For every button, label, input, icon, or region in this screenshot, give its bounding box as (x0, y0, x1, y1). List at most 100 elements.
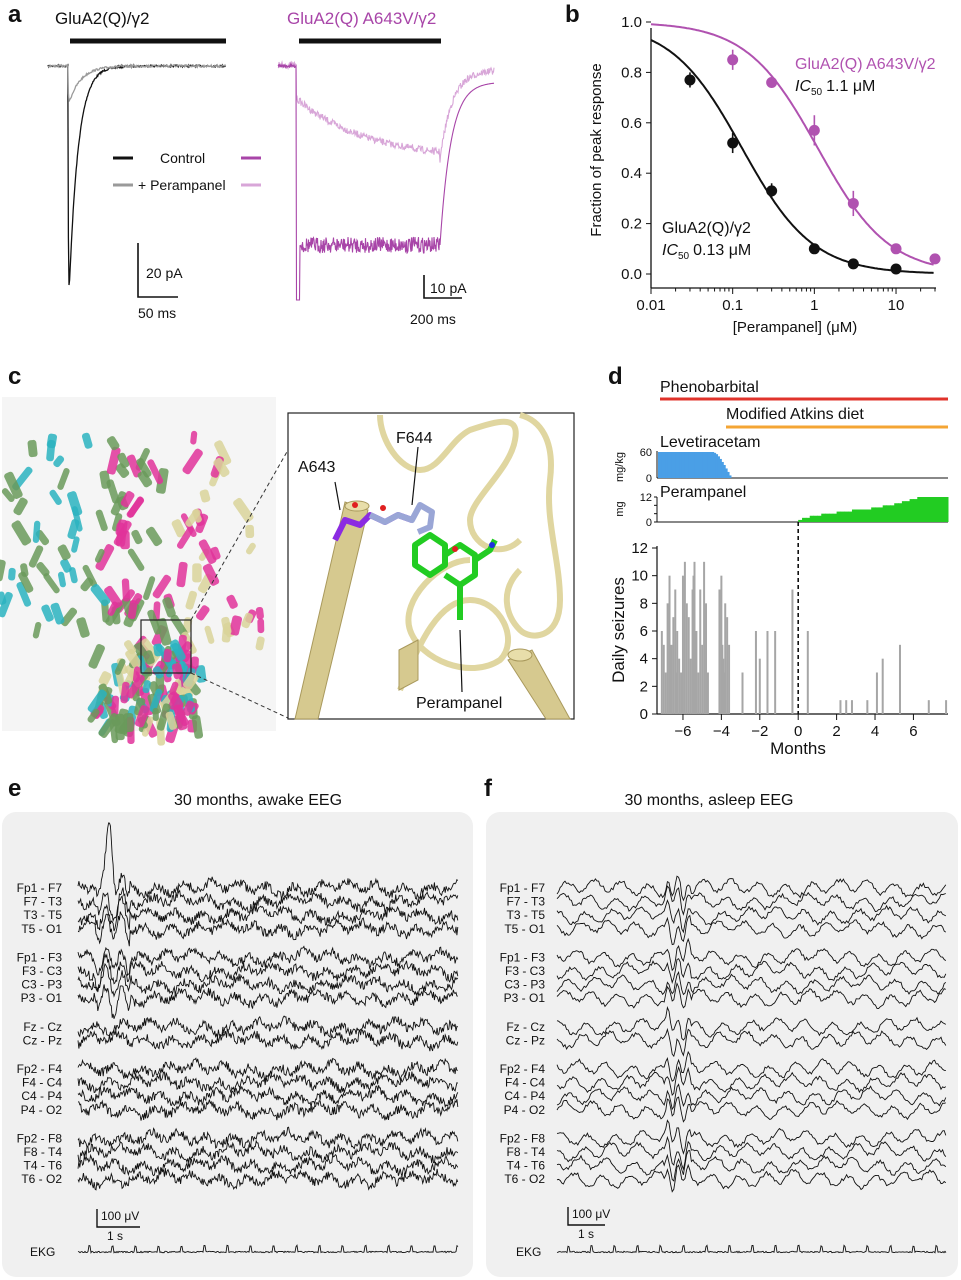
seizure-bar (945, 700, 948, 714)
channel-label: Fz - Cz (23, 1020, 62, 1034)
oxygen-atom-3 (452, 546, 458, 552)
seizure-bar (898, 644, 901, 714)
eeg-asleep-background (486, 812, 958, 1277)
helix-top-right (507, 648, 533, 662)
seizure-bar (685, 603, 688, 714)
lev-dose-bar (663, 452, 667, 478)
channel-label: Fp2 - F8 (17, 1131, 63, 1145)
per-dose-bar (901, 501, 907, 522)
perampanel-dose (656, 497, 949, 523)
perampanel-ligand (412, 532, 498, 620)
per-dose-bar (855, 509, 861, 522)
helix-cartoon (112, 513, 123, 532)
helix-cartoon (49, 489, 62, 505)
lev-dose-bar (673, 452, 676, 478)
per-dose-bar (817, 515, 822, 522)
channel-label: F7 - T3 (507, 895, 546, 909)
helix-cartoon (152, 707, 159, 722)
lev-dose-bar (682, 452, 686, 478)
lev-dose-bar (700, 452, 703, 478)
eeg-trace (77, 1057, 458, 1082)
eeg-awake-traces (77, 822, 459, 1254)
helix-cartoon (121, 578, 131, 602)
channel-label: T4 - T6 (507, 1159, 546, 1173)
trace-control-mutant (277, 62, 495, 301)
channel-label: C4 - P4 (21, 1089, 62, 1103)
per-dose-bar (844, 511, 849, 522)
fit-curve-wt (650, 39, 934, 274)
data-point (847, 197, 859, 209)
seizure-bar (791, 589, 794, 714)
lev-dose-bar (696, 452, 699, 478)
lev-dose-bar (661, 452, 665, 478)
helix-cartoon (213, 457, 230, 478)
per-dose-bar (825, 513, 830, 522)
channel-label: T3 - T5 (24, 908, 63, 922)
helix-cartoon (104, 585, 123, 609)
channel-label: C3 - P3 (504, 978, 545, 992)
helix-cartoon (214, 440, 232, 466)
helix-cartoon (221, 616, 232, 635)
helix-cartoon (27, 439, 38, 458)
helix-cartoon (195, 513, 209, 534)
helix-cartoon (191, 715, 204, 739)
channel-label: F8 - T4 (24, 1145, 63, 1159)
ekg-trace (77, 1244, 459, 1254)
helix-cartoon (136, 458, 152, 478)
seizure-bar (845, 700, 848, 714)
scale-right-y: 10 pA (430, 280, 467, 296)
helix-cartoon (202, 563, 220, 586)
lev-dose-bar (675, 452, 678, 478)
lev-dose-bar (698, 452, 701, 478)
eeg-trace (556, 1149, 947, 1182)
f644-pointer (411, 446, 419, 506)
eeg-trace (556, 958, 947, 984)
seizure-bar (706, 672, 709, 714)
channel-label: Fp1 - F7 (17, 881, 63, 895)
backbone-loop-2 (503, 412, 564, 639)
seizure-bar (662, 644, 665, 714)
channel-label: P4 - O2 (21, 1103, 63, 1117)
lev-dose-bar (694, 452, 697, 478)
per-dose-bar (863, 509, 868, 522)
helix-cartoon (95, 544, 115, 571)
panel-letter-a: a (8, 1, 22, 28)
data-point (727, 137, 739, 149)
per-dose-bar (809, 515, 815, 522)
helix-cartoon (115, 519, 128, 547)
helix-cartoon (134, 705, 150, 728)
channel-label: Fp1 - F3 (500, 950, 546, 964)
drug-phenobarbital: Phenobarbital (660, 379, 759, 396)
helix-cartoon (82, 564, 98, 588)
per-dose-bar (832, 513, 838, 522)
y-axis-label-d: Daily seizures (609, 577, 628, 683)
panel-letter-b: b (565, 1, 580, 28)
eeg-awake-scale-y: 100 μV (101, 1209, 139, 1223)
channel-label: F3 - C3 (22, 964, 62, 978)
x-tick-label-b: 1 (810, 297, 818, 314)
helix-cartoon (0, 591, 13, 618)
lev-dose-bar (702, 452, 705, 478)
ekg-trace (556, 1244, 947, 1254)
helix-cartoon (0, 559, 6, 582)
helix-cartoon (43, 573, 60, 594)
data-point (766, 185, 778, 197)
y-tick-label-d: 8 (640, 595, 648, 612)
lev-dose-bar (706, 452, 709, 478)
helix-cartoon (57, 468, 70, 490)
per-dose-bar (917, 497, 922, 522)
helix-small (398, 639, 419, 691)
eeg-trace (77, 1085, 459, 1109)
y-tick-label-d: 6 (640, 623, 648, 640)
lev-dose-bar (658, 452, 661, 478)
binding-site-image (294, 412, 571, 720)
lev-dose-bar (665, 452, 669, 478)
lev-dose-bar (692, 452, 695, 478)
helix-cartoon (1, 488, 15, 503)
drug-atkins: Modified Atkins diet (726, 406, 864, 423)
helix-cartoon (4, 471, 23, 499)
seizure-bar (683, 561, 686, 714)
